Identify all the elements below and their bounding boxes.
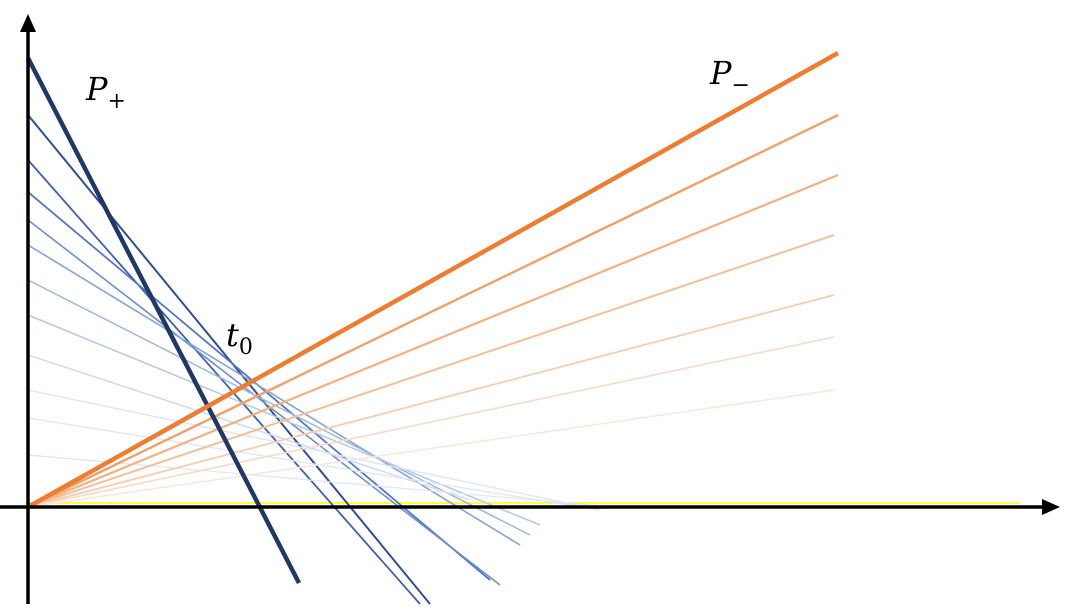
- p-minus-label-sub: −: [732, 73, 750, 98]
- blue-line-5: [27, 244, 521, 546]
- blue-line-8: [27, 354, 471, 501]
- p-plus-label-main: P: [85, 70, 108, 108]
- orange-line-6: [27, 389, 835, 508]
- blue-line-10: [27, 417, 601, 511]
- y-axis-arrowhead-icon: [20, 14, 36, 32]
- orange-line-family: [27, 113, 839, 509]
- p-plus-label: P+: [85, 70, 126, 114]
- blue-line-9: [27, 389, 601, 511]
- blue-line-family: [27, 114, 601, 605]
- p-plus-label-sub: +: [108, 89, 126, 114]
- blue-line-11: [27, 454, 591, 506]
- t0-label-main: t: [226, 316, 239, 354]
- p-minus-label: P−: [709, 54, 750, 98]
- p-minus-label-main: P: [709, 54, 732, 92]
- t0-label-sub: 0: [239, 335, 253, 360]
- blue-line-1: [27, 114, 431, 605]
- orange-line-5: [27, 336, 835, 508]
- x-axis-arrowhead-icon: [1042, 499, 1060, 515]
- p-minus-line: [26, 51, 840, 509]
- orange-line-3: [27, 234, 835, 508]
- orange-line-2: [27, 173, 839, 509]
- blue-line-4: [27, 219, 501, 586]
- t0-label: t0: [226, 316, 253, 360]
- orange-line-1: [27, 113, 839, 509]
- blue-line-2: [27, 159, 421, 605]
- orange-line-4: [27, 294, 835, 508]
- p-plus-line: [26, 56, 301, 585]
